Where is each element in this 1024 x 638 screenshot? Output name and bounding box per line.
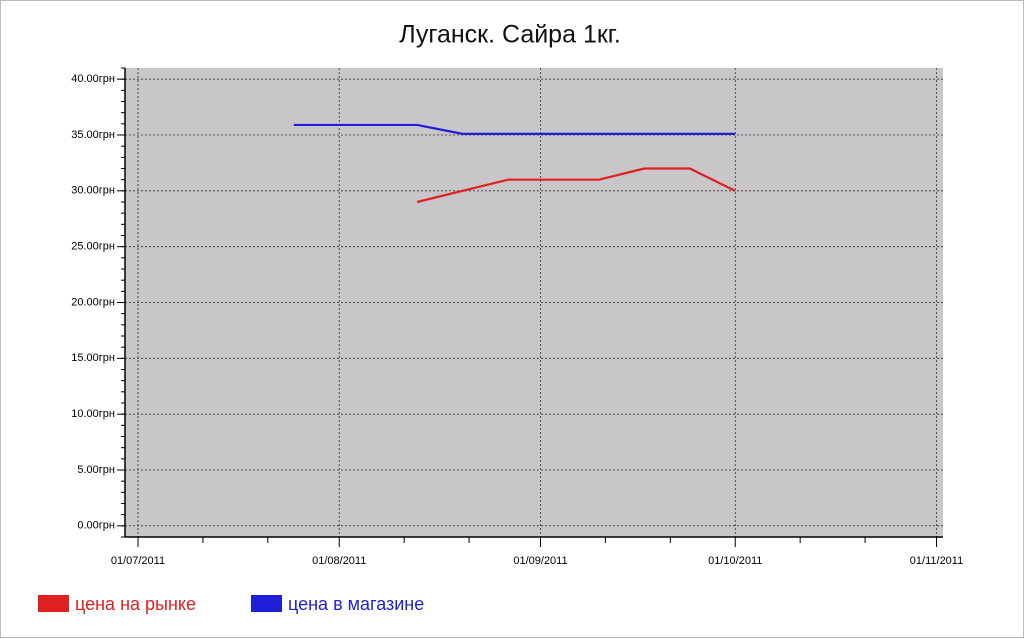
x-tick-label: 01/09/2011 [513,555,567,567]
series-line [293,123,736,135]
x-tick-label: 01/11/2011 [910,555,963,567]
y-tick-label: 25.00грн [71,241,115,253]
y-tick-label: 0.00грн [77,520,115,532]
y-tick-label: 20.00грн [71,296,115,308]
x-tick-label: 01/07/2011 [111,555,165,567]
legend-swatch [251,595,282,612]
legend-swatch [38,595,69,612]
chart-title: Луганск. Сайра 1кг. [399,21,621,49]
y-tick-label: 40.00грн [71,73,115,85]
y-tick-label: 10.00грн [71,408,115,420]
x-tick-label: 01/10/2011 [708,555,762,567]
legend-label: цена на рынке [75,594,196,614]
x-tick-label: 01/08/2011 [312,555,366,567]
y-tick-label: 35.00грн [71,129,115,141]
y-tick-label: 30.00грн [71,185,115,197]
series-line [416,167,736,204]
y-tick-label: 5.00грн [77,464,115,476]
y-tick-label: 15.00грн [71,352,115,364]
legend-label: цена в магазине [288,594,424,614]
